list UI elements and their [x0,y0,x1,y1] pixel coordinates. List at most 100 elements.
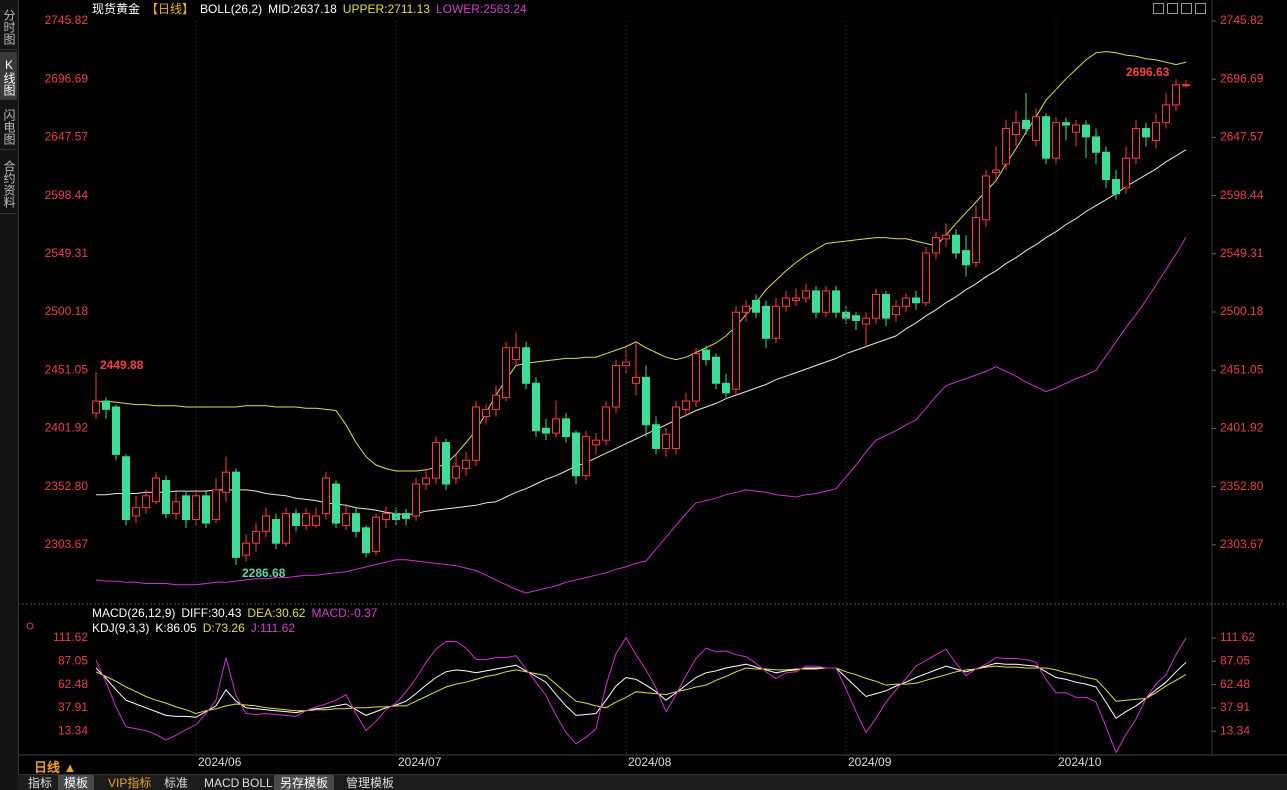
candle-body [302,513,310,526]
bottom-tab[interactable]: MACD [204,776,240,790]
candle-body [832,290,840,313]
icon[interactable] [1181,3,1192,14]
candle-body [492,394,500,410]
candle-body [732,311,740,390]
candle-body [902,297,910,307]
candle-body [912,297,920,304]
candle-body [882,293,890,319]
sidebar-tab[interactable]: 分时图 [0,2,17,50]
candle-body [1112,179,1120,195]
candle-body [1022,119,1030,130]
candle-body [672,406,680,449]
icon[interactable] [1153,3,1164,14]
candle-body [1162,104,1170,124]
candle-body [1062,122,1070,126]
header-item: DIFF:30.43 [181,606,242,620]
candle-body [682,400,690,410]
bottom-tab[interactable]: 另存模板 [274,775,335,790]
candle-body [792,297,800,301]
candle-body [892,305,900,316]
x-tick-label: 2024/09 [848,755,892,769]
candle-body [332,483,340,524]
candle-body [462,459,470,470]
bottom-tab[interactable]: 标准 [164,776,189,790]
candle-body [1002,128,1010,165]
candle-body [842,311,850,319]
candle-body [132,507,140,517]
toolbar-icons[interactable] [1153,1,1209,19]
header-item: DEA:30.62 [247,606,306,620]
candle-body [702,349,710,361]
header-item: K:86.05 [155,621,197,635]
bottom-tab[interactable]: BOLL [242,776,273,790]
candle-body [932,237,940,254]
header-item: MACD:-0.37 [311,606,378,620]
candle-body [242,542,250,556]
candle-body [222,471,230,493]
y-tick-label-right: 2745.82 [1220,13,1264,27]
candle-body [662,433,670,449]
candle-body [142,495,150,509]
candle-body [1092,136,1100,153]
candle-body [782,297,790,307]
candle-body [382,513,390,521]
y-tick-label: 2696.69 [45,71,89,85]
candle-body [872,293,880,319]
header-item: MACD(26,12,9) [92,606,176,620]
sidebar-tab[interactable]: 合约资料 [0,152,17,214]
y-tick-label-right: 2303.67 [1220,537,1264,551]
y-tick-label: 37.91 [58,700,88,714]
candle-body [772,305,780,339]
y-tick-label-right: 2451.05 [1220,362,1264,376]
y-tick-label-right: 62.48 [1220,677,1250,691]
y-tick-label: 2500.18 [45,304,89,318]
boll-line [95,237,1187,594]
sidebar-tab[interactable]: K线图 [0,52,17,100]
candle-body [392,513,400,521]
candle-body [1122,157,1130,189]
price-annotation: 2286.68 [242,566,286,580]
candle-body [922,252,930,304]
candle-body [172,501,180,515]
icon[interactable] [1167,3,1178,14]
candle-body [992,169,1000,173]
x-tick-label: 2024/06 [198,755,242,769]
kdj-line [95,661,1187,720]
sidebar-tab[interactable]: 闪电图 [0,102,17,150]
y-tick-label: 2647.57 [45,130,89,144]
candle-body [1132,128,1140,159]
candle-body [592,439,600,446]
candle-body [342,513,350,526]
candle-body [722,382,730,394]
candle-body [442,442,450,485]
candle-body [252,530,260,544]
candle-body [102,400,110,410]
candle-body [182,495,190,521]
candle-body [1032,116,1040,141]
bottom-tabs: 指标 模板 VIP指标 标准 MACD BOLL 另存模板 管理模板 [18,774,1287,790]
y-tick-label: 62.48 [58,677,88,691]
candle-body [1102,151,1110,181]
candle-body [472,406,480,461]
y-tick-label-right: 87.05 [1220,654,1250,668]
icon[interactable] [1195,3,1206,14]
candle-body [812,290,820,313]
candle-body [372,516,380,553]
boll-line [95,51,1187,472]
bottom-tab[interactable]: 管理模板 [346,776,395,790]
candle-body [162,479,170,515]
y-tick-label: 2303.67 [45,537,89,551]
candle-body [552,418,560,434]
candle-body [1052,122,1060,159]
bottom-tab[interactable]: 指标 [28,776,53,790]
candle-body [422,477,430,485]
y-tick-label-right: 2549.31 [1220,246,1264,260]
bottom-tab[interactable]: 模板 [58,775,95,790]
y-tick-label-right: 111.62 [1220,630,1255,644]
candle-body [202,495,210,524]
period-label[interactable]: 日线 ▲ [34,760,77,775]
kdj-header: KDJ(9,3,3) K:86.05 D:73.26 J:111.62 [92,621,301,635]
bottom-tab[interactable]: VIP指标 [108,776,152,790]
